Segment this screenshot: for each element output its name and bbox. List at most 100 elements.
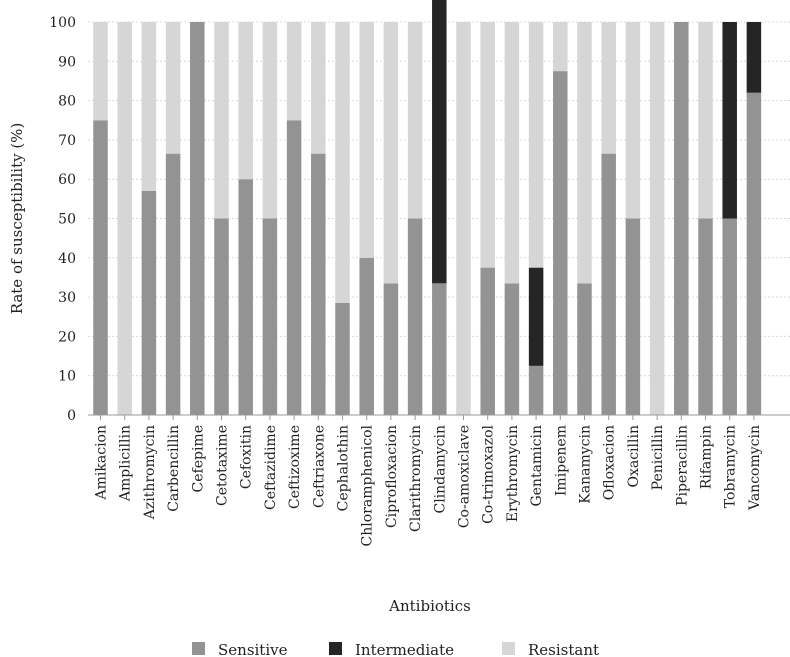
y-tick-label: 10 xyxy=(58,369,76,385)
bar-segment-sensitive xyxy=(528,365,544,415)
bar-segment-sensitive xyxy=(93,120,108,415)
legend-label-sensitive: Sensitive xyxy=(218,641,288,657)
bar-segment-resistant xyxy=(141,22,157,191)
x-tick-label: Rifampin xyxy=(699,425,715,489)
bar-segment-sensitive xyxy=(577,283,592,415)
x-tick-label: Cetotaxime xyxy=(215,425,231,506)
bar-segment-sensitive xyxy=(504,283,520,415)
legend-swatch-sensitive xyxy=(192,642,205,655)
bar-segment-resistant xyxy=(165,22,181,154)
x-tick-label: Erythromycin xyxy=(505,425,521,522)
x-tick-label: Piperacillin xyxy=(674,425,690,506)
x-tick-label: Amplicillin xyxy=(118,425,134,502)
y-tick-label: 0 xyxy=(67,408,76,424)
bar-segment-resistant xyxy=(553,22,568,72)
bar-segment-sensitive xyxy=(214,218,229,415)
x-tick-label: Clarithromycin xyxy=(408,425,424,532)
y-tick-label: 30 xyxy=(58,290,76,306)
x-tick-label: Amikacion xyxy=(94,425,110,500)
x-tick-label: Co-trimoxazol xyxy=(481,424,497,523)
x-tick-label: Gentamicin xyxy=(529,425,545,507)
bar-segment-resistant xyxy=(311,22,326,154)
bar-segment-resistant xyxy=(359,22,374,258)
bar-segment-sensitive xyxy=(722,218,737,415)
bar-segment-resistant xyxy=(625,22,641,219)
bar-segment-resistant xyxy=(117,22,132,415)
bar-segment-resistant xyxy=(456,22,471,415)
bar-segment-sensitive xyxy=(432,283,447,415)
x-tick-label: Imipenem xyxy=(553,425,569,496)
x-tick-label: Kanamycin xyxy=(578,425,594,504)
y-tick-label: 100 xyxy=(49,15,76,31)
x-tick-label: Ceftazidime xyxy=(263,425,279,510)
x-tick-label: Oxacillin xyxy=(626,425,642,488)
x-tick-label: Azithromycin xyxy=(142,425,158,520)
bar-segment-sensitive xyxy=(262,218,278,415)
bar-segment-resistant xyxy=(577,22,592,284)
bar-segment-sensitive xyxy=(238,179,253,415)
bar-segment-resistant xyxy=(649,22,665,415)
bar-segment-intermediate xyxy=(432,0,447,284)
bar-segment-resistant xyxy=(238,22,253,180)
x-axis-ticks: Amikacion Amplicillin Azithromycin Carbenci… xyxy=(94,415,763,546)
bars xyxy=(93,0,762,416)
bar-segment-resistant xyxy=(601,22,616,154)
y-tick-label: 80 xyxy=(58,94,76,110)
bar-segment-resistant xyxy=(335,22,350,303)
bar-segment-resistant xyxy=(528,22,544,268)
bar-segment-intermediate xyxy=(528,267,544,366)
x-tick-label: Chloramphenicol xyxy=(360,424,376,546)
bar-segment-sensitive xyxy=(141,190,157,415)
y-tick-label: 50 xyxy=(58,212,76,228)
x-tick-label: Ceftriaxone xyxy=(311,425,327,508)
legend-swatch-resistant xyxy=(502,642,515,655)
bar-segment-sensitive xyxy=(625,218,641,415)
x-tick-label: Co-amoxiclave xyxy=(457,425,473,528)
bar-segment-resistant xyxy=(214,22,229,219)
y-tick-label: 40 xyxy=(58,251,76,267)
bar-segment-resistant xyxy=(504,22,520,284)
x-tick-label: Cefoxitin xyxy=(239,425,255,489)
bar-segment-resistant xyxy=(698,22,713,219)
x-tick-label: Penicillin xyxy=(650,425,666,490)
x-tick-label: Ciprofloxacion xyxy=(384,425,400,528)
bar-segment-sensitive xyxy=(383,283,399,415)
bar-segment-sensitive xyxy=(165,153,181,415)
bar-segment-intermediate xyxy=(722,22,737,219)
bar-segment-sensitive xyxy=(480,267,495,415)
bar-segment-sensitive xyxy=(190,22,205,415)
x-axis-title: Antibiotics xyxy=(388,597,471,615)
bar-segment-sensitive xyxy=(286,120,302,415)
bar-segment-sensitive xyxy=(674,22,689,415)
y-axis-title: Rate of susceptibility (%) xyxy=(8,123,26,315)
x-tick-label: Cephalothin xyxy=(336,425,352,511)
bar-segment-sensitive xyxy=(601,153,616,415)
bar-segment-sensitive xyxy=(746,92,762,416)
bar-segment-sensitive xyxy=(698,218,713,415)
bar-segment-resistant xyxy=(286,22,302,121)
bar-segment-intermediate xyxy=(746,22,762,93)
y-tick-label: 90 xyxy=(58,54,76,70)
x-tick-label: Ofloxacion xyxy=(602,425,618,500)
legend-swatch-intermediate xyxy=(329,642,342,655)
x-tick-label: Clindamycin xyxy=(432,425,448,514)
bar-segment-sensitive xyxy=(335,302,350,415)
gridlines xyxy=(88,21,790,377)
y-axis-ticks: 0 10 20 30 40 50 60 70 80 90 100 xyxy=(49,15,76,424)
x-tick-label: Ceftizoxime xyxy=(287,425,303,509)
x-tick-label: Tobramycin xyxy=(723,425,739,508)
bar-segment-sensitive xyxy=(553,71,568,415)
bar-segment-resistant xyxy=(93,22,108,121)
y-tick-label: 60 xyxy=(58,172,76,188)
bar-segment-sensitive xyxy=(407,218,423,415)
bar-segment-resistant xyxy=(407,22,423,219)
y-tick-label: 20 xyxy=(58,329,76,345)
bar-segment-sensitive xyxy=(311,153,326,415)
bar-segment-resistant xyxy=(262,22,278,219)
x-tick-label: Cefepime xyxy=(190,425,206,492)
bar-segment-resistant xyxy=(480,22,495,268)
legend-label-resistant: Resistant xyxy=(528,641,599,657)
x-tick-label: Carbencillin xyxy=(166,425,182,512)
bar-segment-sensitive xyxy=(359,257,374,415)
